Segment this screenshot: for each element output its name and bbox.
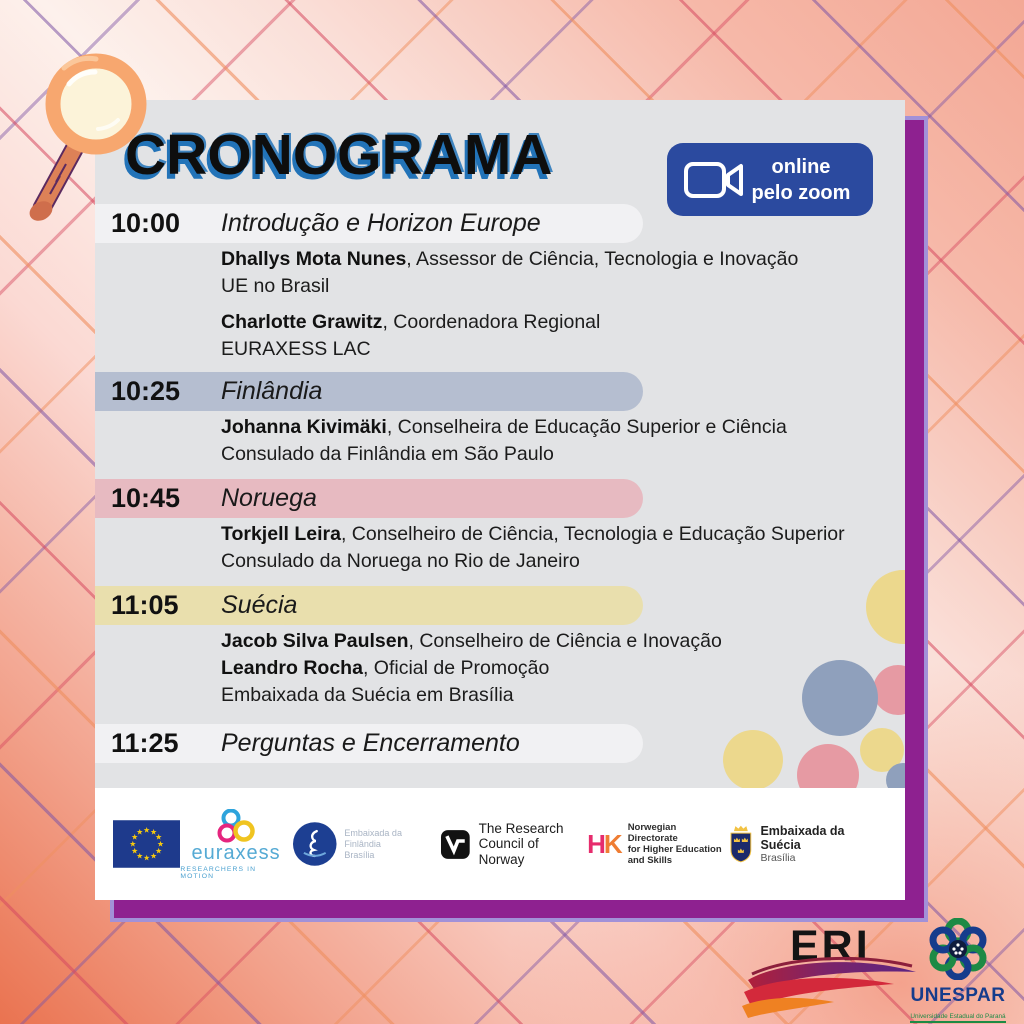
zoom-badge: online pelo zoom xyxy=(667,143,873,216)
hkdir-mark-icon: HK xyxy=(587,829,623,859)
page-title: CRONOGRAMA xyxy=(125,123,553,187)
session-title: Perguntas e Encerramento xyxy=(221,729,520,757)
badge-line-1: online xyxy=(771,155,831,178)
euraxess-logo: euraxess RESEARCHERS IN MOTION xyxy=(180,808,292,880)
time-label: 11:05 xyxy=(111,590,179,620)
logo-band: euraxess RESEARCHERS IN MOTION Embaixada… xyxy=(95,788,905,900)
euraxess-circles-icon xyxy=(217,808,255,842)
speaker-line: Embaixada da Suécia em Brasília xyxy=(221,684,514,706)
unespar-tagline: Universidade Estadual do Paraná xyxy=(910,1013,1006,1023)
speaker-name: Johanna Kivimäki xyxy=(221,416,387,438)
sweden-embassy-logo: Embaixada da Suécia Brasília xyxy=(728,823,887,865)
speaker-line: Consulado da Noruega no Rio de Janeiro xyxy=(221,550,580,572)
finland-embassy-label: Embaixada da Finlândia Brasília xyxy=(344,827,402,860)
speaker-line: EURAXESS LAC xyxy=(221,338,371,360)
video-camera-icon xyxy=(684,161,743,198)
schedule-row-bar: 10:00 Introdução e Horizon Europe xyxy=(95,204,643,243)
decor-circle xyxy=(802,660,878,736)
hkdir-label: Norwegian Directorate for Higher Educati… xyxy=(627,822,722,866)
research-council-norway-logo: The Research Council of Norway xyxy=(440,821,587,868)
euraxess-tagline: RESEARCHERS IN MOTION xyxy=(180,865,257,880)
speakers-block: Jacob Silva Paulsen, Conselheiro de Ciên… xyxy=(221,628,901,709)
speaker-name: Dhallys Mota Nunes xyxy=(221,248,407,270)
rcn-mark-icon xyxy=(440,830,470,859)
speakers-block: Dhallys Mota Nunes, Assessor de Ciência,… xyxy=(221,246,901,363)
speakers-block: Torkjell Leira, Conselheiro de Ciência, … xyxy=(221,521,901,575)
speaker-line: Charlotte Grawitz, Coordenadora Regional xyxy=(221,309,901,336)
schedule-row-bar: 11:05 Suécia xyxy=(95,586,643,625)
euraxess-wordmark: euraxess xyxy=(191,841,281,864)
session-title: Noruega xyxy=(221,484,317,512)
hkdir-logo: HK Norwegian Directorate for Higher Educ… xyxy=(587,822,728,866)
speaker-line: Consulado da Finlândia em São Paulo xyxy=(221,443,554,465)
eu-flag-logo xyxy=(113,820,181,868)
time-label: 10:25 xyxy=(111,376,181,406)
sweden-embassy-label: Embaixada da Suécia Brasília xyxy=(760,823,845,864)
speaker-role: , Oficial de Promoção xyxy=(362,657,550,679)
magnifier-icon xyxy=(29,53,147,221)
schedule-row-bar: 11:25 Perguntas e Encerramento xyxy=(95,724,643,763)
rcn-label: The Research Council of Norway xyxy=(478,820,564,867)
finland-embassy-logo: Embaixada da Finlândia Brasília xyxy=(292,821,440,867)
finland-emblem-icon xyxy=(292,822,337,866)
speaker-line: Torkjell Leira, Conselheiro de Ciência, … xyxy=(221,521,901,548)
unespar-wordmark: UNESPAR xyxy=(910,985,1006,1006)
speaker-name: Leandro Rocha xyxy=(221,657,363,679)
time-label: 10:00 xyxy=(111,208,181,238)
speaker-line: UE no Brasil xyxy=(221,275,330,297)
unespar-logo: UNESPAR Universidade Estadual do Paraná xyxy=(901,917,1015,1023)
schedule-row-bar: 10:25 Finlândia xyxy=(95,372,643,411)
speaker-role: , Assessor de Ciência, Tecnologia e Inov… xyxy=(406,248,799,270)
badge-line-2: pelo zoom xyxy=(751,181,851,204)
session-title: Finlândia xyxy=(221,377,323,405)
time-label: 11:25 xyxy=(111,728,179,758)
eri-swoosh-icon xyxy=(742,956,916,1018)
speaker-role: , Conselheira de Educação Superior e Ciê… xyxy=(386,416,787,438)
speaker-role: , Coordenadora Regional xyxy=(382,311,601,333)
speaker-name: Jacob Silva Paulsen xyxy=(221,630,409,652)
schedule-row-bar: 10:45 Noruega xyxy=(95,479,643,518)
speakers-block: Johanna Kivimäki, Conselheira de Educaçã… xyxy=(221,414,901,468)
speaker-role: , Conselheiro de Ciência e Inovação xyxy=(408,630,722,652)
speaker-line: Jacob Silva Paulsen, Conselheiro de Ciên… xyxy=(221,628,901,655)
eri-logo: ERI xyxy=(742,916,922,1018)
session-title: Introdução e Horizon Europe xyxy=(221,209,541,237)
sweden-crest-icon xyxy=(730,825,751,863)
session-title: Suécia xyxy=(221,591,298,619)
time-label: 10:45 xyxy=(111,483,181,513)
speaker-role: , Conselheiro de Ciência, Tecnologia e E… xyxy=(340,523,845,545)
speaker-line: Dhallys Mota Nunes, Assessor de Ciência,… xyxy=(221,246,901,273)
badge-label: online pelo zoom xyxy=(745,154,857,206)
schedule-card: CRONOGRAMA online pelo zoom 10:00 Introd… xyxy=(95,100,905,900)
decor-circle xyxy=(723,730,783,790)
speaker-line: Leandro Rocha, Oficial de Promoção xyxy=(221,655,901,682)
unespar-flower-icon xyxy=(929,917,987,981)
speaker-name: Charlotte Grawitz xyxy=(221,311,383,333)
speaker-line: Johanna Kivimäki, Conselheira de Educaçã… xyxy=(221,414,901,441)
speaker-name: Torkjell Leira xyxy=(221,523,341,545)
